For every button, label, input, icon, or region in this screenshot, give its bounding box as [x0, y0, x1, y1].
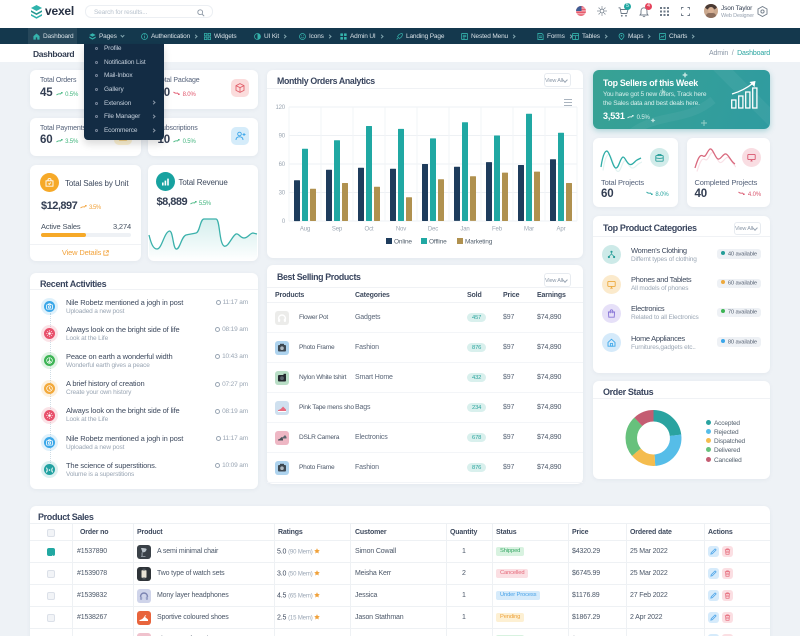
- svg-text:Feb: Feb: [492, 227, 503, 233]
- svg-text:0: 0: [282, 219, 286, 225]
- svg-text:Jan: Jan: [460, 227, 469, 233]
- svg-text:Aug: Aug: [300, 227, 310, 233]
- svg-text:90: 90: [279, 134, 286, 140]
- svg-text:Oct: Oct: [365, 227, 374, 233]
- svg-text:Mar: Mar: [524, 227, 534, 233]
- svg-text:Dec: Dec: [428, 227, 438, 233]
- svg-text:Marketing: Marketing: [465, 239, 493, 246]
- svg-text:Apr: Apr: [557, 227, 566, 233]
- svg-text:Sep: Sep: [332, 227, 343, 233]
- svg-text:60: 60: [279, 162, 286, 168]
- svg-text:30: 30: [279, 191, 286, 197]
- svg-text:Nov: Nov: [396, 227, 406, 233]
- svg-text:120: 120: [275, 105, 285, 111]
- svg-text:Online: Online: [394, 239, 412, 246]
- svg-text:Offline: Offline: [429, 239, 447, 246]
